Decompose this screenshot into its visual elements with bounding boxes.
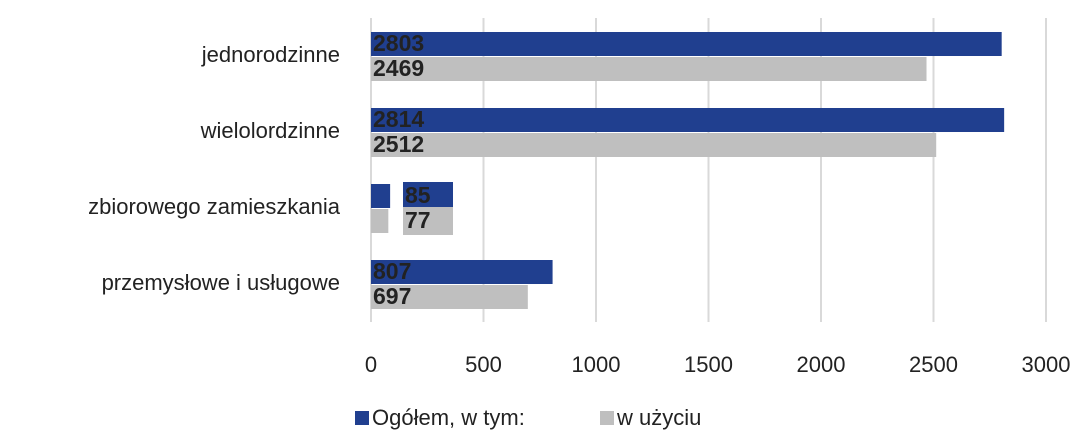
x-tick-label: 1000	[572, 352, 621, 377]
bar	[371, 209, 389, 233]
bar	[371, 260, 553, 284]
legend-swatch	[600, 411, 614, 425]
x-tick-label: 2000	[797, 352, 846, 377]
x-tick-label: 1500	[684, 352, 733, 377]
category-label: wielolordzinne	[200, 118, 340, 143]
category-label: jednorodzinne	[201, 42, 340, 67]
category-label: przemysłowe i usługowe	[102, 270, 340, 295]
value-label: 77	[405, 207, 431, 233]
value-label: 85	[405, 182, 431, 208]
bar	[371, 32, 1002, 56]
value-label-box	[403, 182, 453, 210]
value-label: 2803	[373, 30, 424, 56]
x-tick-label: 500	[465, 352, 502, 377]
x-tick-label: 2500	[909, 352, 958, 377]
value-label-box	[403, 207, 453, 235]
legend-label: w użyciu	[616, 405, 701, 430]
value-label: 2512	[373, 131, 424, 157]
value-label: 697	[373, 283, 411, 309]
x-tick-label: 0	[365, 352, 377, 377]
category-label: zbiorowego zamieszkania	[88, 194, 341, 219]
bar	[371, 57, 927, 81]
bar	[371, 184, 391, 208]
bar	[371, 133, 937, 157]
legend-swatch	[355, 411, 369, 425]
legend-label: Ogółem, w tym:	[372, 405, 525, 430]
bar	[371, 108, 1005, 132]
value-label: 2469	[373, 55, 424, 81]
x-tick-label: 3000	[1022, 352, 1071, 377]
value-label: 2814	[373, 106, 424, 132]
bar	[371, 285, 528, 309]
value-label: 807	[373, 258, 411, 284]
